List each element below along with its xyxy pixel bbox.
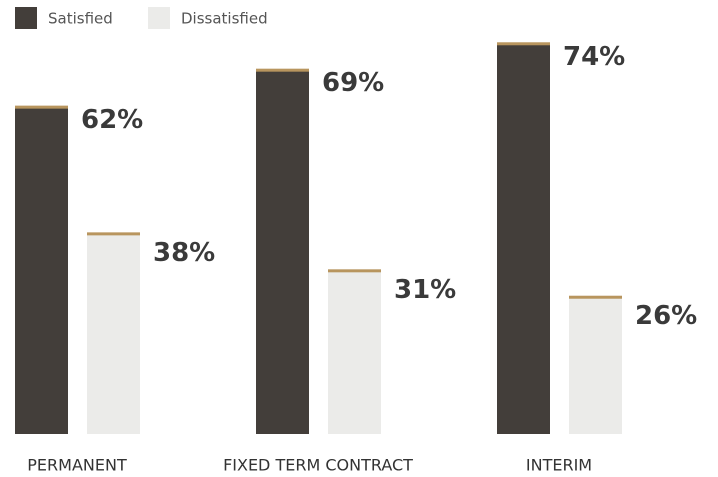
bar-cap — [15, 105, 68, 109]
value-label: 26% — [635, 301, 697, 331]
legend-swatch — [15, 7, 37, 29]
value-label: 62% — [81, 105, 143, 135]
bar — [569, 296, 622, 434]
value-label: 38% — [153, 238, 215, 268]
legend-label: Dissatisfied — [181, 10, 268, 28]
bar — [256, 69, 309, 435]
value-label: 31% — [394, 275, 456, 305]
bar — [497, 43, 550, 434]
bar-cap — [87, 232, 140, 236]
bar-cap — [569, 295, 622, 299]
bar — [15, 106, 68, 434]
legend-label: Satisfied — [48, 10, 113, 28]
bar-cap — [497, 42, 550, 46]
x-tick-label: FIXED TERM CONTRACT — [223, 456, 413, 475]
value-label: 69% — [322, 68, 384, 98]
bar-cap — [256, 68, 309, 72]
bar — [87, 233, 140, 434]
bar — [328, 270, 381, 434]
legend-swatch — [148, 7, 170, 29]
x-tick-label: PERMANENT — [27, 456, 127, 475]
bar-cap — [328, 269, 381, 273]
x-tick-label: INTERIM — [526, 456, 592, 475]
value-label: 74% — [563, 42, 625, 72]
